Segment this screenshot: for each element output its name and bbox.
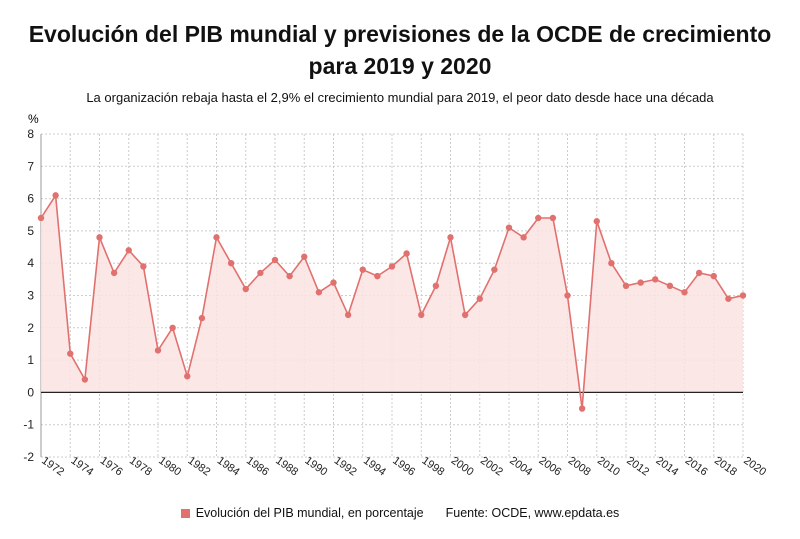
- data-point-2005: [520, 234, 527, 241]
- data-point-1989: [286, 272, 293, 280]
- data-point-1972: [37, 214, 45, 222]
- data-point-2004: [505, 224, 513, 231]
- data-point-2020: [739, 292, 747, 299]
- legend: Evolución del PIB mundial, en porcentaje…: [0, 506, 800, 520]
- x-tick-label: 1992: [332, 455, 359, 479]
- x-tick-label: 1974: [69, 455, 96, 479]
- x-tick-label: 1986: [244, 455, 271, 479]
- x-tick-label: 2010: [595, 455, 622, 479]
- y-tick-label: 8: [27, 127, 34, 141]
- x-tick-label: 2004: [507, 455, 534, 479]
- data-point-1995: [374, 272, 381, 280]
- data-point-1990: [301, 253, 308, 260]
- data-point-1978: [125, 247, 132, 254]
- data-point-1998: [418, 311, 425, 319]
- data-point-2009: [578, 405, 586, 412]
- y-tick-label: 5: [27, 224, 34, 238]
- data-point-2003: [491, 266, 498, 273]
- legend-series-label: Evolución del PIB mundial, en porcentaje: [195, 506, 424, 520]
- data-point-1979: [140, 263, 147, 270]
- y-tick-label: 3: [27, 289, 34, 303]
- data-point-1999: [432, 282, 440, 290]
- data-point-2011: [608, 260, 615, 267]
- data-point-1973: [52, 192, 59, 199]
- data-point-1993: [344, 311, 352, 319]
- data-point-2017: [695, 269, 703, 277]
- x-tick-label: 2002: [478, 455, 505, 479]
- data-point-1985: [227, 260, 235, 267]
- data-point-2007: [549, 214, 557, 222]
- x-tick-label: 1990: [303, 455, 330, 479]
- x-tick-label: 2018: [712, 455, 739, 479]
- data-point-1988: [271, 256, 279, 264]
- data-point-1992: [330, 279, 337, 286]
- data-point-1975: [81, 376, 89, 383]
- data-point-1984: [213, 234, 220, 241]
- data-point-1991: [315, 289, 323, 296]
- x-tick-label: 1998: [420, 455, 447, 479]
- data-point-1983: [198, 314, 206, 322]
- x-tick-label: 1980: [156, 455, 183, 479]
- chart-title: Evolución del PIB mundial y previsiones …: [0, 18, 800, 82]
- data-point-2012: [622, 282, 630, 290]
- data-point-1974: [67, 350, 74, 357]
- y-tick-label: 1: [27, 353, 34, 367]
- data-point-1977: [110, 269, 118, 277]
- x-tick-label: 1976: [98, 455, 125, 479]
- data-point-1997: [403, 250, 410, 257]
- data-point-1987: [257, 269, 264, 277]
- y-tick-label: -2: [23, 450, 34, 464]
- y-tick-label: 7: [27, 159, 34, 173]
- x-tick-label: 1982: [186, 455, 213, 479]
- data-point-1980: [154, 347, 162, 354]
- x-tick-label: 1984: [215, 455, 242, 479]
- y-axis-unit-label: %: [28, 112, 39, 126]
- x-tick-label: 1972: [39, 455, 66, 479]
- x-tick-label: 1988: [273, 455, 300, 479]
- data-points: [37, 192, 747, 412]
- data-point-1994: [359, 266, 366, 273]
- x-tick-label: 2008: [566, 455, 593, 479]
- y-tick-label: 6: [27, 192, 34, 206]
- data-point-2015: [666, 282, 674, 290]
- data-point-2016: [681, 289, 688, 296]
- x-tick-label: 1978: [127, 455, 154, 479]
- data-point-1986: [242, 285, 249, 293]
- data-point-2019: [725, 295, 732, 302]
- chart-subtitle: La organización rebaja hasta el 2,9% el …: [86, 90, 714, 105]
- y-tick-label: -1: [23, 418, 34, 432]
- data-point-2001: [461, 311, 469, 319]
- x-tick-label: 1994: [361, 455, 388, 479]
- data-point-1976: [96, 234, 103, 241]
- data-point-2000: [447, 234, 454, 241]
- data-point-2013: [637, 279, 644, 286]
- legend-swatch: [180, 509, 190, 518]
- x-tick-label: 2006: [537, 455, 564, 479]
- data-point-1996: [388, 263, 396, 270]
- data-point-1981: [169, 324, 176, 331]
- data-point-2018: [710, 272, 717, 280]
- data-point-2010: [593, 218, 600, 225]
- x-tick-label: 2016: [683, 455, 710, 479]
- data-point-2006: [535, 214, 542, 222]
- y-tick-label: 0: [27, 385, 34, 399]
- source-note: Fuente: OCDE, www.epdata.es: [445, 506, 620, 520]
- data-point-1982: [184, 373, 191, 380]
- x-tick-label: 2020: [741, 455, 768, 479]
- y-tick-label: 2: [27, 321, 34, 335]
- data-point-2014: [652, 276, 659, 283]
- data-point-2008: [564, 292, 571, 299]
- x-tick-label: 1996: [390, 455, 417, 479]
- x-tick-label: 2014: [654, 455, 681, 479]
- data-point-2002: [476, 295, 483, 302]
- chart-title-line-1: Evolución del PIB mundial y previsiones …: [28, 21, 772, 47]
- chart-title-line-2: para 2019 y 2020: [308, 53, 492, 79]
- series-area: [41, 195, 743, 409]
- y-tick-label: 4: [27, 256, 34, 270]
- x-tick-label: 2000: [449, 455, 476, 479]
- x-tick-label: 2012: [624, 455, 651, 479]
